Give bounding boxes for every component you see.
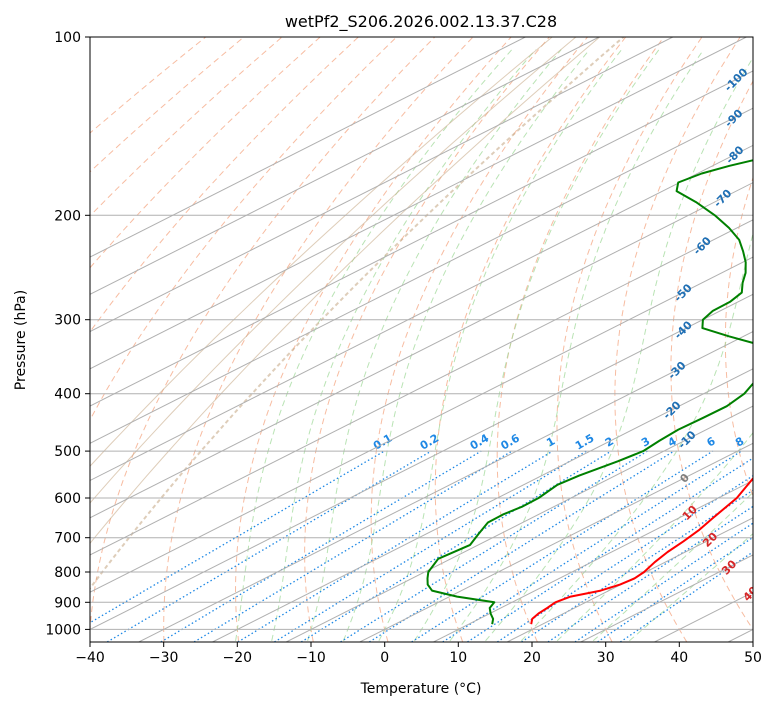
y-axis-label: Pressure (hPa) [13, 290, 29, 390]
x-axis-label: Temperature (°C) [360, 681, 482, 697]
y-tick-label: 100 [54, 30, 81, 46]
chart-title: wetPf2_S206.2026.002.13.37.C28 [285, 12, 557, 32]
y-tick-label: 700 [54, 531, 81, 547]
x-tick-label: 50 [744, 650, 762, 666]
y-tick-label: 200 [54, 208, 81, 224]
x-tick-label: 30 [597, 650, 615, 666]
x-tick-label: −20 [223, 650, 253, 666]
y-tick-label: 600 [54, 491, 81, 507]
y-tick-label: 500 [54, 444, 81, 460]
x-tick-label: −40 [75, 650, 105, 666]
x-tick-label: 0 [380, 650, 389, 666]
x-tick-label: −10 [296, 650, 326, 666]
y-tick-label: 900 [54, 595, 81, 611]
y-tick-label: 1000 [45, 622, 81, 638]
x-tick-label: −30 [149, 650, 179, 666]
y-tick-label: 300 [54, 313, 81, 329]
x-tick-label: 10 [449, 650, 467, 666]
x-tick-label: 20 [523, 650, 541, 666]
x-tick-label: 40 [670, 650, 688, 666]
y-tick-label: 400 [54, 387, 81, 403]
y-tick-label: 800 [54, 565, 81, 581]
